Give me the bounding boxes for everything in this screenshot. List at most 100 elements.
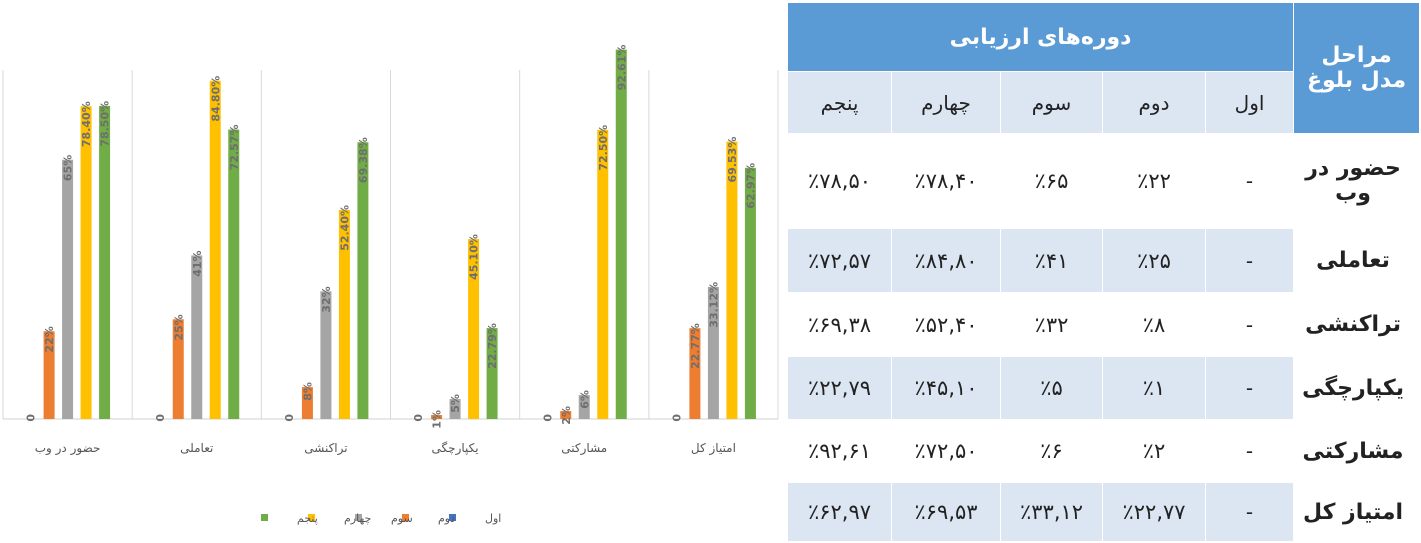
period-label: دوم <box>1102 71 1207 134</box>
table-cell: ٪۸ <box>1102 292 1207 357</box>
category-label: تعاملی <box>180 441 213 455</box>
data-label: 0 <box>670 414 683 422</box>
bar <box>744 167 756 419</box>
category-label: حضور در وب <box>35 441 101 456</box>
legend-label: پنجم <box>297 512 318 525</box>
table-cell: ٪۶۹,۵۳ <box>891 482 1002 542</box>
table-cell: ٪۷۸,۵۰ <box>786 133 893 229</box>
bar <box>449 399 461 419</box>
table-row: یکپارچگی - ٪۱ ٪۵ ٪۴۵,۱۰ ٪۲۲,۷۹ <box>786 356 1421 420</box>
data-label: 0 <box>412 414 425 422</box>
legend-label: سوم <box>391 512 413 525</box>
category-label: امتیاز کل <box>691 441 736 456</box>
table-cell: ٪۲۲,۷۹ <box>786 356 893 420</box>
bar <box>320 291 332 419</box>
data-label: 22.79% <box>486 323 499 369</box>
bar <box>209 80 221 420</box>
table-cell: ٪۶ <box>1000 419 1104 483</box>
table-cell: ٪۳۳,۱۲ <box>1000 482 1104 542</box>
table-cell: ٪۶۵ <box>1000 133 1104 229</box>
bar <box>301 387 313 419</box>
category-label: مشارکتی <box>561 441 607 456</box>
data-label: 45.10% <box>468 234 481 280</box>
table-cell: ٪۵۲,۴۰ <box>891 292 1002 357</box>
data-label: 78.50% <box>99 101 112 147</box>
legend-swatch <box>355 514 362 521</box>
category-label: یکپارچگی <box>432 441 479 456</box>
bar-chart-area: 0 22% 65% 78.40% 78.50% حضور در وب 0 25% 41% 84.8… <box>2 45 779 525</box>
table-cell: - <box>1205 292 1295 357</box>
bar <box>560 411 572 419</box>
bar <box>578 395 590 419</box>
data-label: 72.50% <box>597 125 610 171</box>
table-cell: ٪۹۲,۶۱ <box>786 419 893 483</box>
header-stage: مراحل مدل بلوغ <box>1293 2 1421 134</box>
table-cell: ٪۶۲,۹۷ <box>786 482 893 542</box>
table-cell: ٪۶۹,۳۸ <box>786 292 893 357</box>
data-label: 41% <box>191 250 204 276</box>
row-label: امتیاز کل <box>1293 482 1421 542</box>
bar <box>431 415 443 419</box>
bar <box>191 255 203 419</box>
table-cell: ٪۱ <box>1102 356 1207 420</box>
table-row: تراکنشی - ٪۸ ٪۳۲ ٪۵۲,۴۰ ٪۶۹,۳۸ <box>786 292 1421 357</box>
bar <box>707 286 719 419</box>
data-label: 8% <box>301 382 314 401</box>
table-cell: - <box>1205 133 1295 229</box>
period-label: سوم <box>1000 71 1104 134</box>
bar <box>615 49 627 420</box>
bar <box>468 239 480 419</box>
bar <box>62 159 74 419</box>
data-label: 1% <box>431 410 444 429</box>
data-label: 5% <box>449 394 462 413</box>
data-label: 78.40% <box>80 101 93 147</box>
data-label: 92.61% <box>615 45 628 91</box>
table-cell: ٪۳۲ <box>1000 292 1104 357</box>
row-label: تراکنشی <box>1293 292 1421 357</box>
table-cell: - <box>1205 228 1295 293</box>
legend-label: دوم <box>438 512 455 525</box>
table-cell: ٪۷۲,۵۷ <box>786 228 893 293</box>
data-label: 52.40% <box>338 205 351 251</box>
bar <box>80 106 92 419</box>
table-cell: ٪۵ <box>1000 356 1104 420</box>
table-cell: ٪۷۲,۵۰ <box>891 419 1002 483</box>
table-cell: ٪۸۴,۸۰ <box>891 228 1002 293</box>
table-row: حضور در وب - ٪۲۲ ٪۶۵ ٪۷۸,۴۰ ٪۷۸,۵۰ <box>786 133 1421 229</box>
period-label: چهارم <box>891 71 1002 134</box>
table-cell: ٪۲۲,۷۷ <box>1102 482 1207 542</box>
bar <box>726 141 738 419</box>
table-cell: ٪۴۵,۱۰ <box>891 356 1002 420</box>
data-label: 62.97% <box>744 163 757 209</box>
legend-swatch <box>308 514 315 521</box>
data-label: 22% <box>43 326 56 352</box>
bar <box>43 331 55 419</box>
row-label: یکپارچگی <box>1293 356 1421 420</box>
table-row: تعاملی - ٪۲۵ ٪۴۱ ٪۸۴,۸۰ ٪۷۲,۵۷ <box>786 228 1421 293</box>
table-row: امتیاز کل - ٪۲۲,۷۷ ٪۳۳,۱۲ ٪۶۹,۵۳ ٪۶۲,۹۷ <box>786 482 1421 542</box>
data-label: 0 <box>154 414 167 422</box>
data-label: 22.77% <box>689 323 702 369</box>
table-row: مشارکتی - ٪۲ ٪۶ ٪۷۲,۵۰ ٪۹۲,۶۱ <box>786 419 1421 483</box>
table-cell: ٪۲ <box>1102 419 1207 483</box>
legend-label: اول <box>485 512 501 525</box>
bar <box>689 328 701 419</box>
bar <box>99 105 111 419</box>
data-label: 33.12% <box>707 282 720 328</box>
table-cell: ٪۲۵ <box>1102 228 1207 293</box>
data-label: 65% <box>62 155 75 181</box>
bar <box>228 129 240 419</box>
data-label: 84.80% <box>209 76 222 122</box>
data-label: 0 <box>25 414 38 422</box>
table-cell: ٪۴۱ <box>1000 228 1104 293</box>
bar <box>338 209 350 419</box>
table-cell: - <box>1205 356 1295 420</box>
maturity-table-area: مراحل مدل بلوغ دوره‌های ارزیابی اول دوم … <box>786 2 1421 542</box>
row-label: حضور در وب <box>1293 133 1421 229</box>
bar <box>597 129 609 420</box>
legend-label: چهارم <box>344 512 371 525</box>
data-label: 32% <box>320 286 333 312</box>
table-cell: ٪۷۸,۴۰ <box>891 133 1002 229</box>
row-label: تعاملی <box>1293 228 1421 293</box>
bar <box>357 142 369 419</box>
